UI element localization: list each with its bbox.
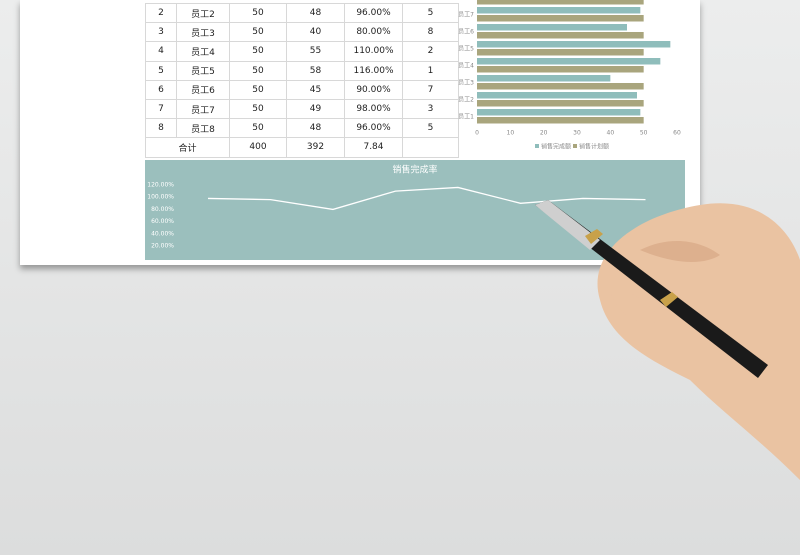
bar (477, 117, 644, 124)
bar (477, 24, 627, 31)
y-tick-label: 员工1 (458, 114, 474, 121)
row: 8 员工8 50 48 96.00% 5 (145, 118, 459, 139)
pen-grip (535, 200, 600, 250)
row: 6 员工6 50 45 90.00% 7 (145, 79, 459, 100)
legend-label: 销售计划额 (579, 143, 609, 151)
bar (477, 41, 671, 48)
line (207, 186, 646, 211)
x-tick-label: 30 (573, 130, 581, 137)
cell (402, 137, 459, 158)
cell: 392 (286, 137, 345, 158)
y-tick-label: 员工6 (458, 29, 474, 36)
x-tick-label: 40 (607, 130, 615, 137)
x-tick-label: 60 (673, 130, 681, 137)
bar-chart: 0 10 20 30 40 50 60 员工1 员工2 员工3 员工4 员工5 员工6 员工7 销售完成额销… (458, 0, 681, 151)
row: 7 员工7 50 49 98.00% 3 (145, 98, 459, 120)
bar (477, 49, 644, 56)
pen-ring (585, 229, 603, 244)
legend-swatch (573, 144, 577, 148)
bar (477, 66, 644, 73)
bar (477, 92, 637, 99)
x-tick-label: 20 (540, 130, 548, 137)
thumb (610, 289, 660, 324)
line-plot: 20.00% 40.00% 60.00% 80.00% 100.00% 120.00% (147, 182, 646, 250)
bar (477, 58, 661, 65)
bar (477, 15, 644, 22)
cell: 7.84 (344, 137, 403, 158)
cell: 8 (402, 22, 459, 43)
y-tick-label: 20.00% (151, 243, 174, 250)
knuckle (640, 240, 720, 262)
x-tick-label: 10 (507, 130, 515, 137)
y-tick-label: 员工4 (458, 63, 474, 70)
y-tick-label: 员工2 (458, 97, 474, 104)
bar (477, 83, 644, 90)
legend-swatch (535, 144, 539, 148)
bar (477, 32, 644, 39)
row: 5 员工5 50 58 116.00% 1 (145, 60, 459, 81)
hand-skin (597, 203, 800, 480)
x-tick-label: 50 (640, 130, 648, 137)
pen-band (660, 292, 678, 307)
y-tick-label: 60.00% (151, 218, 174, 225)
y-tick-label: 员工5 (458, 46, 474, 53)
bar (477, 100, 644, 107)
y-tick-label: 80.00% (151, 206, 174, 213)
y-tick-label: 120.00% (147, 182, 174, 189)
x-tick-label: 0 (475, 130, 479, 137)
y-tick-label: 员工7 (458, 12, 474, 19)
bar (477, 7, 641, 14)
line-chart-title: 销售完成率 (392, 164, 437, 176)
bar (477, 109, 641, 116)
bar (477, 75, 611, 82)
y-tick-label: 员工3 (458, 80, 474, 87)
y-tick-label: 40.00% (151, 230, 174, 237)
data-table: 2 员工2 50 48 96.00% 5 3 员工3 50 40 80.00% 8 4 员工4 50 55 11… (145, 2, 459, 158)
hand (535, 200, 800, 480)
y-tick-label: 100.00% (147, 194, 174, 201)
bar (477, 0, 644, 5)
legend-label: 销售完成额 (541, 143, 571, 151)
total-row: 合计 400 392 7.84 (145, 137, 459, 158)
